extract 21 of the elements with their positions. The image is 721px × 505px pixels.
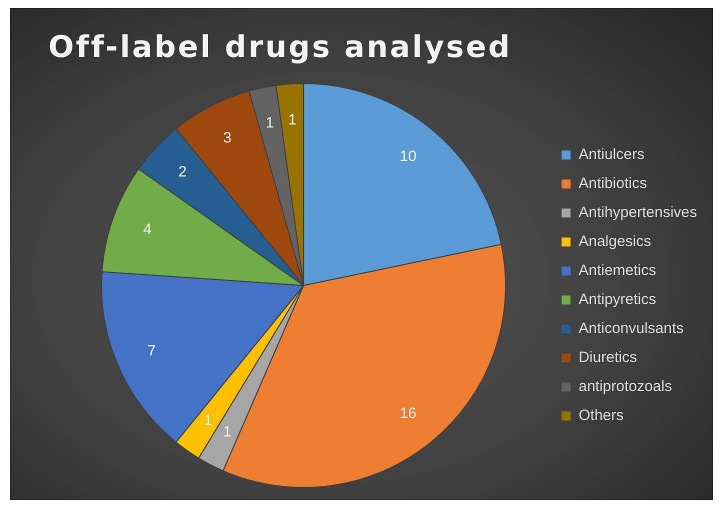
data-label: 1: [288, 111, 296, 128]
data-label: 1: [204, 412, 212, 429]
legend-label: antiprotozoals: [578, 378, 672, 396]
data-label: 1: [223, 424, 232, 441]
legend-label: Antipyretics: [578, 291, 656, 308]
data-label: 2: [178, 164, 187, 181]
legend-label: Anticonvulsants: [578, 320, 684, 338]
legend-label: Others: [578, 407, 624, 424]
legend-label: Antihypertensives: [578, 204, 698, 222]
legend-label: Antiulcers: [578, 146, 644, 164]
data-label: 4: [143, 221, 152, 238]
data-label: 3: [223, 130, 232, 147]
legend-label: Diuretics: [578, 349, 637, 366]
data-label: 10: [400, 148, 416, 166]
chart-title: Off-label drugs analysed: [47, 30, 513, 65]
legend-label: Antiemetics: [578, 262, 656, 280]
data-label: 1: [266, 114, 274, 132]
legend-label: Antibiotics: [578, 175, 647, 192]
data-label: 16: [400, 405, 416, 422]
data-label: 7: [147, 342, 156, 360]
legend-label: Analgesics: [578, 233, 652, 250]
